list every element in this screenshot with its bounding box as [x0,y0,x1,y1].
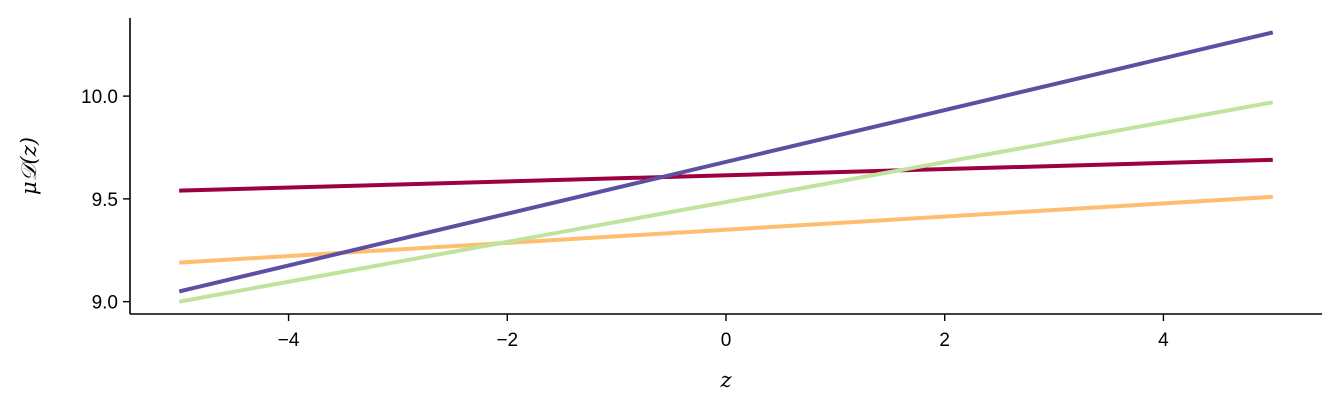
x-tick-label: −2 [496,330,518,351]
series-line-3 [178,100,1274,304]
x-tick-label: −4 [278,330,300,351]
series-layer [178,30,1274,304]
y-axis-ticks: 9.0 9.5 10.0 [81,87,130,314]
series-line-2 [179,194,1273,265]
series-line-4 [178,30,1274,294]
x-tick-label: 0 [721,330,732,351]
x-tick-label: 4 [1158,330,1169,351]
x-axis-ticks: −4 −2 0 2 4 [278,314,1169,351]
x-axis-label: z [719,368,732,392]
y-tick-label: 9.0 [92,293,118,314]
x-tick-label: 2 [939,330,950,351]
y-axis-label: μ𝒟(z) [17,137,41,195]
y-tick-label: 9.5 [92,190,118,211]
series-line-1 [179,157,1273,193]
y-tick-label: 10.0 [81,87,118,108]
